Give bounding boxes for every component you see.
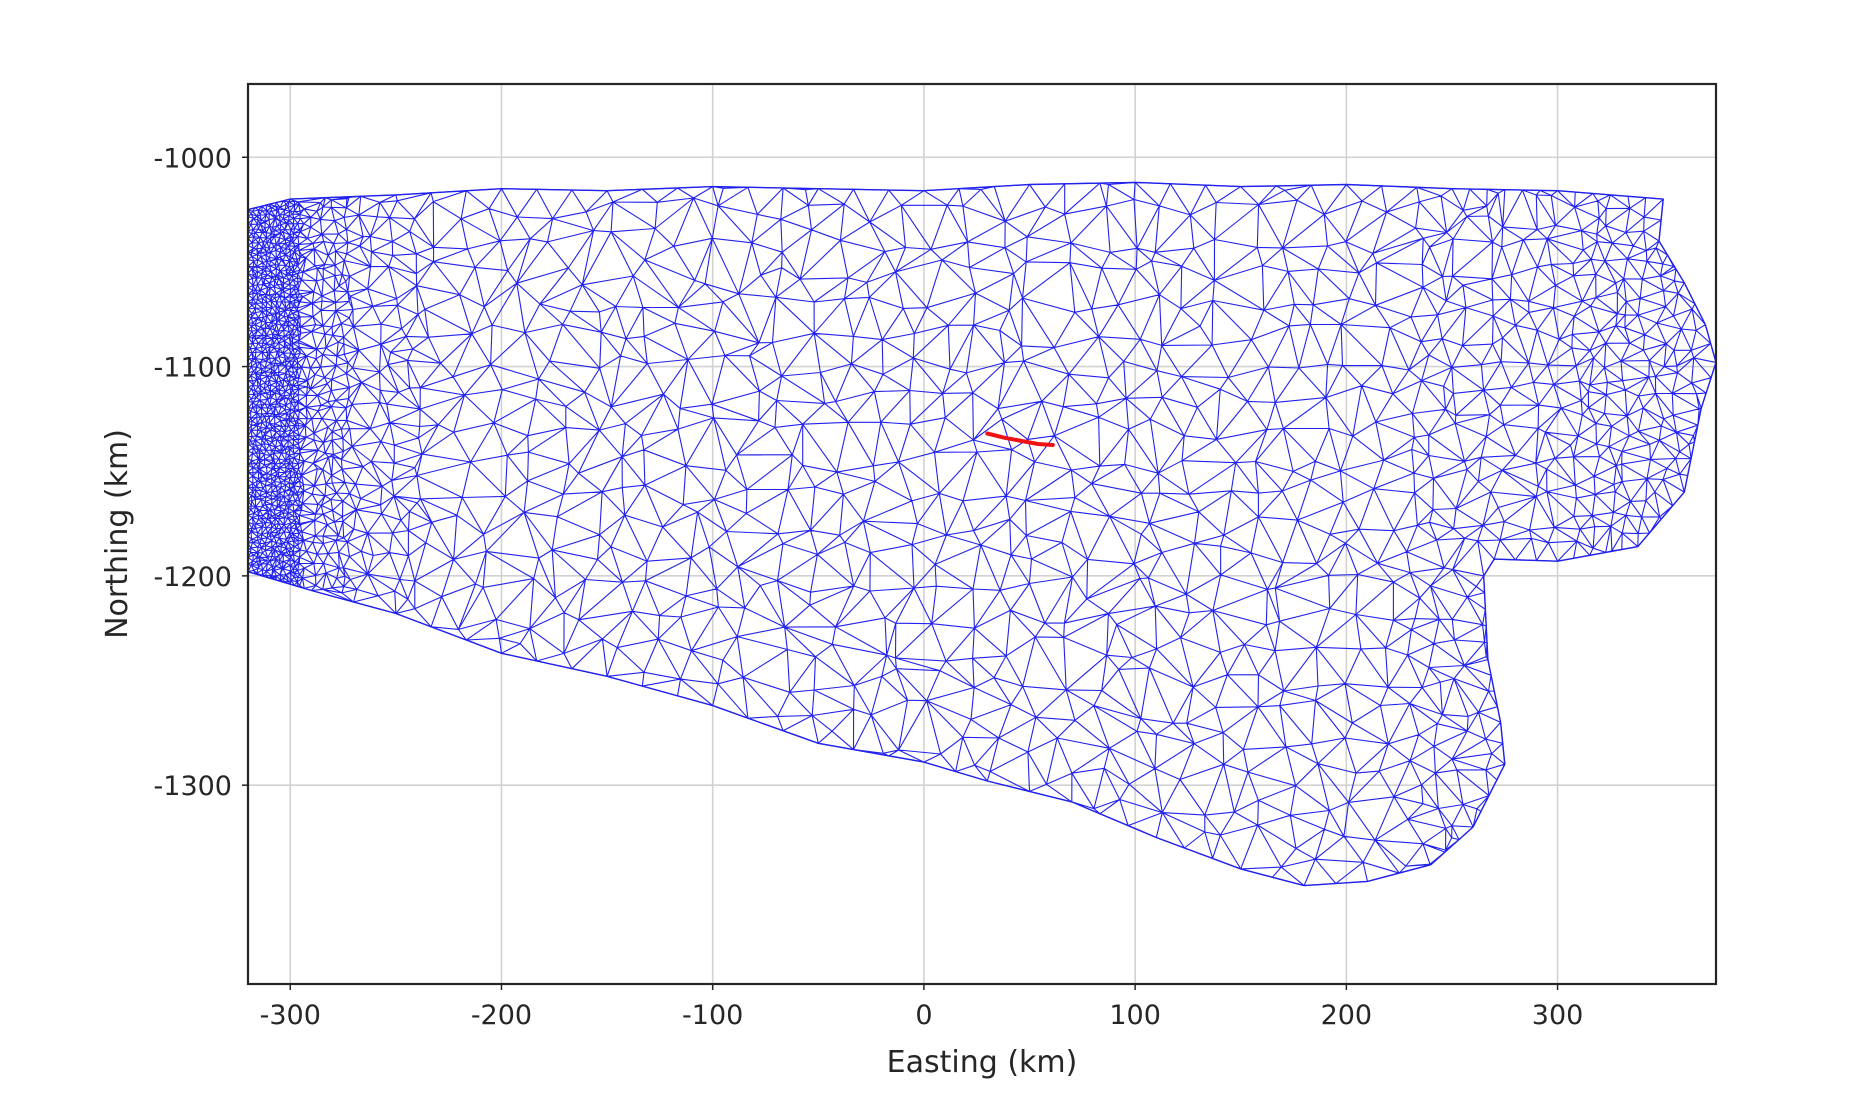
y-tick-label: -1000 xyxy=(154,143,232,174)
x-tick-label: 0 xyxy=(915,1000,932,1031)
mesh-boundary xyxy=(247,181,1717,887)
x-tick-label: -200 xyxy=(471,1000,532,1031)
x-axis-ticks: -300 -200 -100 0 100 200 300 xyxy=(260,984,1584,1031)
series-layer xyxy=(985,431,1055,447)
x-tick-label: 100 xyxy=(1109,1000,1161,1031)
x-axis-label: Easting (km) xyxy=(887,1045,1078,1080)
y-axis-ticks: -1000 -1100 -1200 -1300 xyxy=(154,143,248,802)
grid-layer xyxy=(248,84,1716,984)
y-tick-label: -1200 xyxy=(154,562,232,593)
series-line xyxy=(985,431,1055,447)
x-tick-label: 300 xyxy=(1532,1000,1584,1031)
mesh-outline xyxy=(247,181,1717,887)
y-tick-label: -1100 xyxy=(154,353,232,384)
x-tick-label: 200 xyxy=(1321,1000,1373,1031)
x-tick-label: -300 xyxy=(260,1000,321,1031)
y-axis-label: Northing (km) xyxy=(100,429,135,639)
y-tick-label: -1300 xyxy=(154,771,232,802)
x-tick-label: -100 xyxy=(682,1000,743,1031)
plot-frame xyxy=(246,82,1718,986)
